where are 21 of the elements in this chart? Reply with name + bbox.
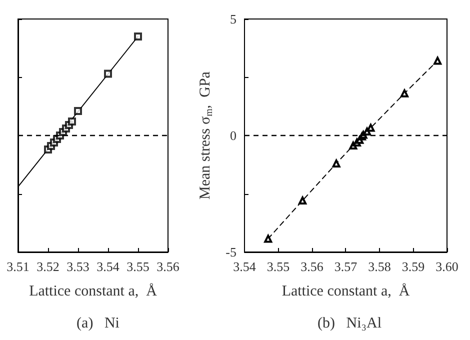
x-tick-label: 3.59 [402,259,425,274]
x-tick-label: 3.53 [66,259,90,274]
x-tick-label: 3.57 [334,259,358,274]
x-tick-label: 3.56 [156,259,180,274]
x-tick-label: 3.54 [233,259,256,274]
text: (a) Ni [76,316,120,332]
x-tick-label: 3.56 [300,259,324,274]
x-tick-label: 3.55 [126,259,150,274]
text: (b) Ni₃Al [318,316,382,332]
x-tick-label: 3.52 [36,259,60,274]
x-axis-title: Lattice constant a, Å [29,282,158,300]
y-tick-label: -5 [226,244,236,260]
y-tick-label: 5 [230,12,236,26]
x-tick-label: 3.58 [368,259,391,274]
x-tick-label: 3.51 [6,259,30,274]
y-tick-label: 0 [230,128,236,143]
y-axis-title: Mean stress σm, GPa [198,71,215,200]
x-axis-title: Lattice constant a, Å [282,282,410,300]
x-tick-label: 3.54 [96,259,120,274]
x-tick-label: 3.55 [266,259,290,274]
x-tick-label: 3.60 [436,259,458,274]
